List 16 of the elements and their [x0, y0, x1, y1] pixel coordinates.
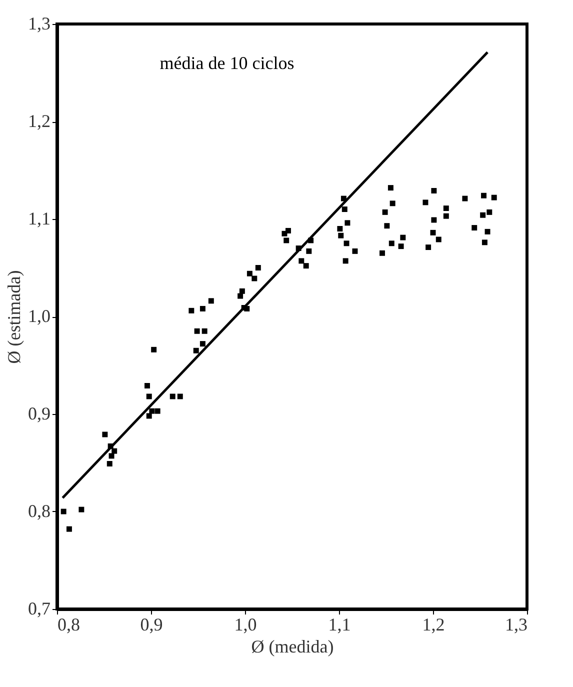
y-tick-label: 1,3: [28, 14, 50, 34]
x-tick-label: 1,2: [422, 614, 445, 634]
x-tick-label: 0,8: [58, 614, 80, 634]
x-tick-label: 1,3: [505, 614, 528, 634]
y-axis-title: Ø (estimada): [4, 270, 24, 364]
y-tick-label: 0,8: [28, 501, 50, 521]
y-tick-label: 1,1: [28, 208, 50, 228]
y-tick-label: 0,9: [28, 404, 50, 424]
annotation: média de 10 ciclos: [160, 53, 294, 73]
y-tick-label: 1,2: [28, 111, 50, 131]
y-tick-label: 1,0: [28, 306, 50, 326]
x-tick-label: 0,9: [140, 614, 163, 634]
x-tick-label: 1,1: [328, 614, 351, 634]
x-axis-title: Ø (medida): [251, 636, 334, 656]
y-tick-label: 0,7: [28, 598, 50, 618]
x-tick-label: 1,0: [234, 614, 257, 634]
